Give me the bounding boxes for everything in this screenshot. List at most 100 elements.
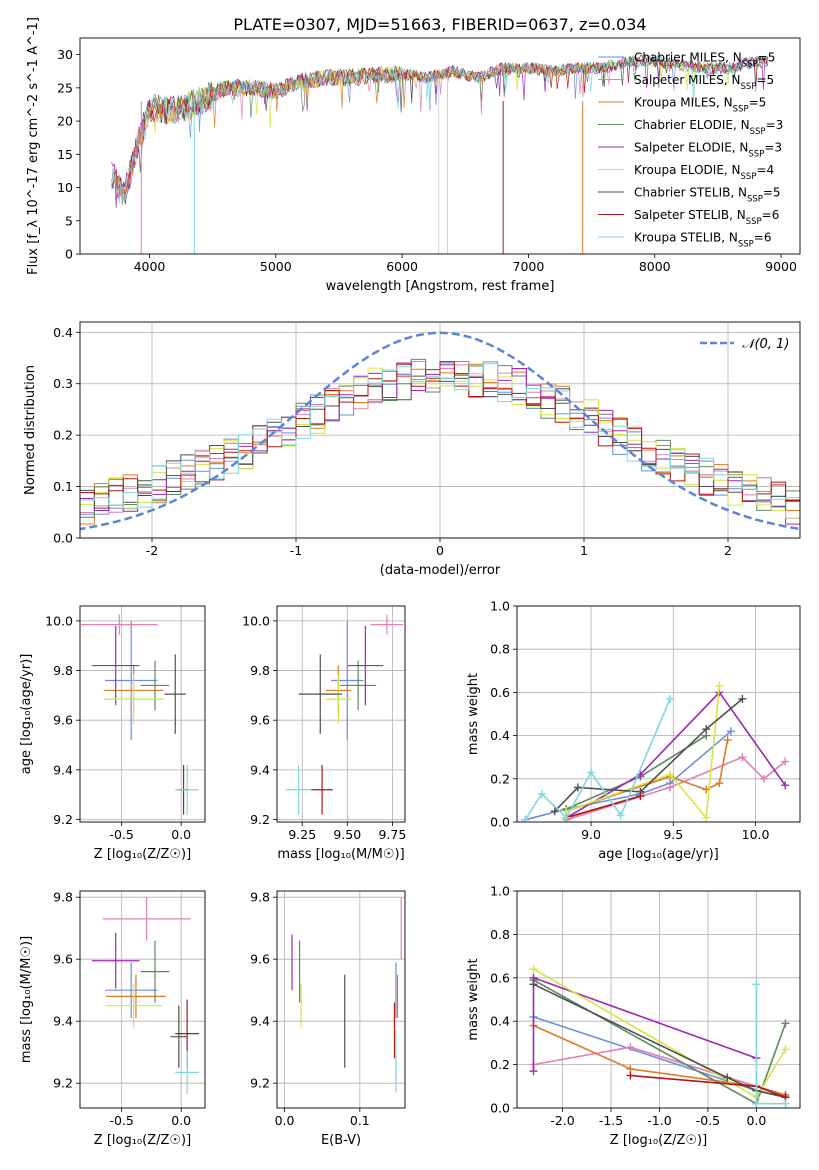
x-tick-label: 9.25 [288,827,316,842]
errorbar-chabrier-stelib [164,654,186,734]
panel-spectrum: 4000 5000 6000 7000 8000 9000 0 5 10 15 20 25 30 wave… [26,17,801,294]
histogram-chabrier-stelib [80,369,800,509]
x-tick-label: 0.0 [275,1113,295,1128]
errorbar-salpeter-elodie [91,932,140,989]
legend-label-kroupa-elodie: Kroupa ELODIE, NSSP=4 [634,163,774,182]
x-axis-label: Z [log₁₀(Z/Z☉)] [94,847,191,862]
x-tick-label: 0.1 [350,1113,370,1128]
y-tick-label: 0.6 [490,970,510,985]
x-tick-label: -0.5 [109,827,133,842]
axes-frame [516,605,801,823]
weight-series-kroupa-stelib [521,694,675,822]
weight-series-kroupa-elodie [562,681,724,822]
y-tick-label: 0.3 [53,376,73,391]
y-tick-label: 9.4 [250,1014,270,1029]
weight-line [566,685,721,820]
errorbar-salpeter-stelib [311,764,333,815]
y-tick-label: 0.2 [53,428,73,443]
weight-series-salpeter-elodie [529,973,761,1076]
y-tick-label: 0.0 [53,531,73,546]
weight-line [533,1024,786,1096]
y-tick-label: 9.4 [53,762,73,777]
errorbar-chabrier-elodie [340,660,377,711]
normal-curve [80,331,800,531]
errorbar-kroupa-stelib [286,764,312,815]
axes-frame [276,605,406,823]
legend-label-kroupa-stelib: Kroupa STELIB, NSSP=6 [634,231,772,250]
plot-area [286,614,404,815]
y-tick-label: 9.2 [53,1076,73,1091]
y-tick-label: 25 [57,80,73,95]
weight-line [532,976,757,1072]
x-axis-label: mass [log₁₀(M/M☉)] [277,847,404,862]
x-tick-label: 0.0 [171,1113,191,1128]
y-tick-label: 1.0 [490,599,510,614]
spectrum-line-salpeter-miles [111,58,629,200]
weight-line [565,691,786,819]
errorbar-salpeter-miles [370,614,404,635]
weight-series-kroupa-miles [562,735,732,816]
y-tick-label: 20 [57,114,73,129]
x-axis-label: Z [log₁₀(Z/Z☉)] [94,1133,191,1148]
plot-layer: 4000 5000 6000 7000 8000 9000051015202530wave… [19,17,801,1148]
x-tick-label: -0.5 [109,1113,133,1128]
plot-area [529,965,790,1108]
axes-frame [79,37,801,255]
errorbar-chabrier-stelib [170,1005,188,1068]
spectrum-line-kroupa-elodie [136,56,744,147]
spectrum-line-kroupa-stelib [111,54,769,205]
x-tick-label: -1.5 [599,1113,623,1128]
plot-area [291,897,402,1093]
panel-age_vs_Z: -0.5 0.0 9.2 9.4 9.6 9.8 10.0 Z [log₁₀(Z/Z☉)] ag… [19,605,206,862]
weight-line [524,698,671,821]
panel-weight_vs_Z: -2.0 -1.5 -1.0 -0.5 0.0 0.0 0.2 0.4 0.6 0.8 1.0 Z [… [466,884,801,1148]
x-axis-label: (data-model)/error [380,563,501,578]
histogram-kroupa-elodie [80,367,800,519]
x-tick-label: 9.5 [663,827,683,842]
x-tick-label: 0.0 [171,827,191,842]
y-tick-label: 9.8 [53,663,73,678]
legend-label-salpeter-miles: Salpeter MILES, NSSP=5 [634,73,774,92]
y-tick-label: 9.6 [250,952,270,967]
grid-lines [80,891,205,1108]
errorbar-salpeter-miles [81,614,158,635]
y-tick-label: 0.0 [490,815,510,830]
y-tick-label: 9.6 [53,952,73,967]
y-tick-label: 9.2 [250,812,270,827]
y-axis-label: Normed distribution [23,365,38,495]
x-axis-label: age [log₁₀(age/yr)] [598,847,719,862]
errorbar-chabrier-elodie [140,660,170,711]
y-tick-label: 0.4 [490,728,510,743]
spectrum-line-salpeter-elodie [111,55,769,208]
panel-age_vs_mass: 9.25 9.50 9.75 9.2 9.4 9.6 9.8 10.0 mass [log₁₀(… [242,605,406,862]
y-tick-label: 0.6 [490,685,510,700]
y-tick-label: 10.0 [242,613,270,628]
legend-label-normal: 𝒩(0, 1) [742,337,789,352]
y-tick-label: 0.8 [490,642,510,657]
y-tick-label: 9.4 [53,1014,73,1029]
axes-frame [79,605,206,823]
y-tick-label: 0.4 [53,325,73,340]
errorbar-kroupa-stelib [175,1050,200,1095]
y-tick-label: 5 [65,213,73,228]
y-tick-label: 15 [57,147,73,162]
x-axis-label: E(B-V) [321,1133,361,1148]
legend-label-chabrier-elodie: Chabrier ELODIE, NSSP=3 [634,118,783,137]
errorbar-kroupa-stelib [175,764,200,815]
y-tick-label: 9.8 [250,663,270,678]
x-tick-label: 6000 [386,259,418,274]
y-tick-label: 9.2 [53,812,73,827]
errorbar-chabrier-elodie [140,940,170,1003]
x-tick-label: -2.0 [550,1113,574,1128]
x-tick-label: -2 [146,543,158,558]
plot-area [81,614,200,815]
x-axis-label: wavelength [Angstrom, rest frame] [326,279,555,294]
y-tick-label: 30 [57,47,73,62]
x-tick-label: -0.5 [696,1113,720,1128]
x-tick-label: 0 [436,543,444,558]
errorbar-salpeter-elodie [347,625,384,706]
y-axis-label: mass weight [466,958,481,1040]
y-tick-label: 10.0 [45,613,73,628]
grid-lines [80,322,800,539]
